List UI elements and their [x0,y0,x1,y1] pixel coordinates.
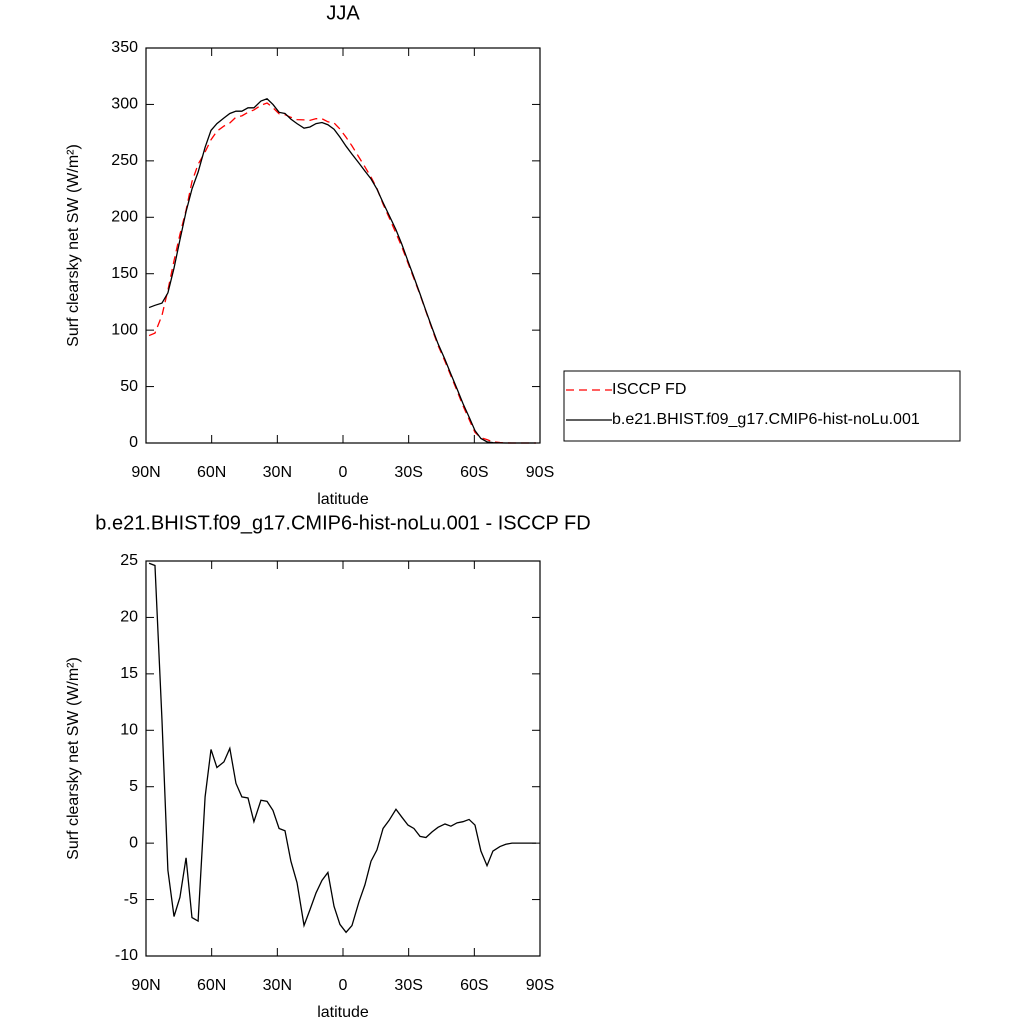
y-tick-label: 0 [129,434,138,451]
y-tick-label: 100 [111,321,138,338]
chart-title: JJA [326,2,360,24]
y-tick-label: 300 [111,96,138,113]
y-axis-label: Surf clearsky net SW (W/m²) [65,144,82,347]
x-axis-label: latitude [317,1004,369,1021]
y-tick-label: 150 [111,265,138,282]
y-tick-label: -10 [115,947,138,964]
x-tick-label: 90S [526,464,554,481]
x-tick-label: 30N [263,977,292,994]
x-tick-label: 30S [394,464,422,481]
data-line [148,102,537,444]
x-tick-label: 30N [263,464,292,481]
x-tick-label: 0 [339,977,348,994]
x-tick-label: 0 [339,464,348,481]
x-axis-label: latitude [317,491,369,508]
x-tick-label: 60S [460,464,488,481]
y-tick-label: 250 [111,152,138,169]
y-tick-label: 0 [129,834,138,851]
y-axis-label: Surf clearsky net SW (W/m²) [65,657,82,860]
x-tick-label: 60S [460,977,488,994]
legend-label: ISCCP FD [612,381,686,398]
y-tick-label: 200 [111,209,138,226]
y-tick-label: 5 [129,778,138,795]
data-line [148,98,537,444]
y-tick-label: -5 [124,891,138,908]
x-tick-label: 90N [131,464,160,481]
x-tick-label: 30S [394,977,422,994]
data-line [148,562,537,934]
legend-label: b.e21.BHIST.f09_g17.CMIP6-hist-noLu.001 [612,411,920,428]
y-tick-label: 50 [120,378,138,395]
legend-box [563,370,961,442]
chart-panel: JJA latitude Surf clearsky net SW (W/m²) 90… [65,2,961,508]
x-tick-label: 60N [197,977,226,994]
x-tick-label: 90N [131,977,160,994]
chart-title: b.e21.BHIST.f09_g17.CMIP6-hist-noLu.001 … [95,512,590,534]
x-tick-label: 90S [526,977,554,994]
x-tick-label: 60N [197,464,226,481]
plot-frame [145,560,541,957]
y-tick-label: 350 [111,39,138,56]
y-tick-label: 15 [120,665,138,682]
plot-frame [145,47,541,444]
chart-panel: b.e21.BHIST.f09_g17.CMIP6-hist-noLu.001 … [65,512,591,1021]
y-tick-label: 20 [120,609,138,626]
y-tick-label: 10 [120,722,138,739]
y-tick-label: 25 [120,552,138,569]
